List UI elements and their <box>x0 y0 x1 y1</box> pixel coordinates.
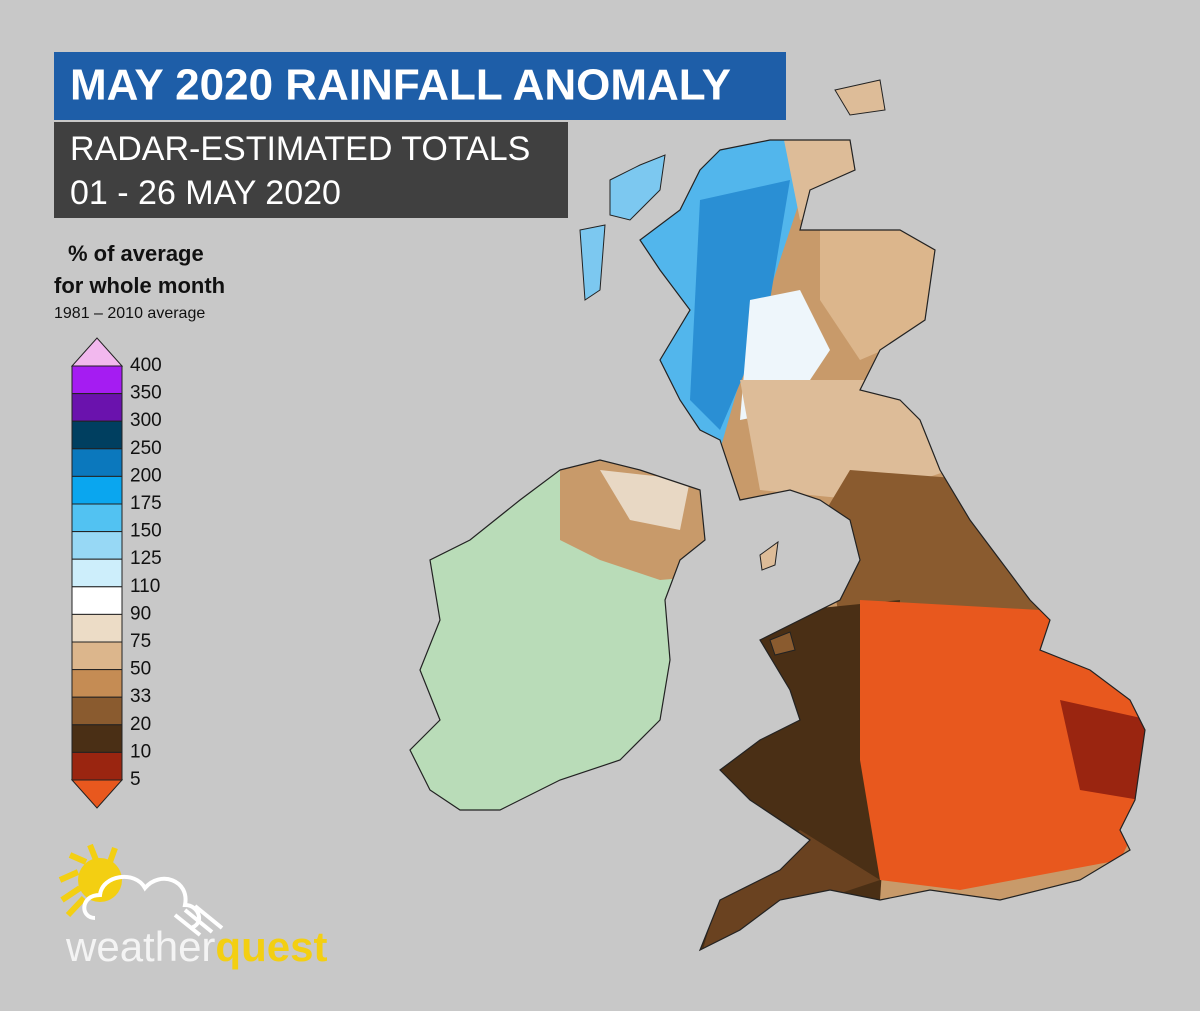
legend-below <box>70 779 124 809</box>
subtitle: RADAR-ESTIMATED TOTALS <box>70 130 530 168</box>
island <box>834 79 886 116</box>
island <box>609 154 666 221</box>
legend-bin <box>71 613 123 643</box>
subtitle-box <box>54 122 568 218</box>
great-britain-outline <box>639 139 1146 952</box>
legend-tick-label: 33 <box>130 686 151 707</box>
title-box <box>54 52 786 120</box>
legend-bin <box>71 448 123 477</box>
logo-word: weather <box>65 923 215 970</box>
logo-rays <box>58 843 118 918</box>
legend-bin <box>71 696 123 726</box>
legend-tick-label: 50 <box>130 659 151 680</box>
island <box>759 540 779 571</box>
logo-rain <box>173 904 224 937</box>
legend-bin <box>71 393 123 422</box>
legend-note: 1981 – 2010 average <box>54 305 205 322</box>
legend-bin <box>71 641 123 671</box>
title: MAY 2020 RAINFALL ANOMALY <box>70 61 731 110</box>
legend-bin <box>71 503 123 533</box>
legend-bin <box>71 531 123 560</box>
legend-bin <box>71 420 123 450</box>
legend-bin <box>71 365 123 395</box>
legend-tick-label: 90 <box>130 603 151 624</box>
legend-tick-label: 10 <box>130 741 151 762</box>
logo-cloud <box>82 874 201 930</box>
legend-tick-label: 5 <box>130 769 141 790</box>
legend-title: for whole month <box>54 273 225 298</box>
legend-tick-label: 125 <box>130 548 162 569</box>
legend-bin <box>71 558 123 588</box>
legend-bin <box>71 475 123 505</box>
island <box>769 631 796 656</box>
legend-bin <box>71 724 123 753</box>
legend-title: % of average <box>68 241 204 266</box>
ireland-outline <box>409 459 706 811</box>
legend-tick-label: 75 <box>130 631 151 652</box>
legend-tick-label: 150 <box>130 521 162 542</box>
legend-tick-label: 200 <box>130 465 162 486</box>
logo: weatherquest <box>58 843 327 970</box>
legend-tick-label: 20 <box>130 714 151 735</box>
island <box>579 224 606 301</box>
legend-bin <box>71 751 123 781</box>
legend-bin <box>71 669 123 698</box>
legend-tick-label: 250 <box>130 438 162 459</box>
subtitle: 01 - 26 MAY 2020 <box>70 174 341 212</box>
legend-tick-label: 350 <box>130 383 162 404</box>
legend-tick-label: 400 <box>130 355 162 376</box>
legend: 400 350 300 250 200 175 150 125 110 90 75 50 33 20 10 5 <box>70 337 162 809</box>
legend-tick-label: 175 <box>130 493 162 514</box>
legend-bin <box>71 586 123 615</box>
legend-tick-label: 110 <box>130 576 160 597</box>
logo-sun <box>78 858 122 902</box>
legend-tick-label: 300 <box>130 410 162 431</box>
logo-text: weatherquest <box>65 923 327 970</box>
logo-accent: quest <box>215 923 327 970</box>
